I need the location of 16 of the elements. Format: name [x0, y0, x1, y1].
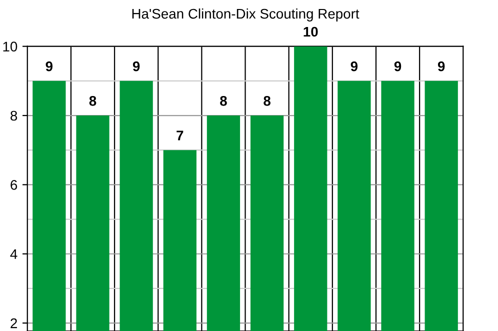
y-tick-label: 2 — [10, 318, 17, 328]
data-label: 8 — [264, 96, 270, 106]
y-tick-label: 8 — [10, 110, 18, 121]
data-label: 9 — [46, 61, 53, 72]
data-label: 8 — [220, 96, 227, 106]
y-tick-label: 4 — [10, 249, 18, 259]
data-label: 9 — [350, 61, 358, 72]
y-tick-label: 10 — [3, 42, 18, 52]
data-label: 7 — [176, 130, 184, 140]
y-tick-label: 6 — [10, 180, 18, 190]
data-label: 10 — [304, 26, 318, 37]
chart-title: Ha'Sean Clinton-Dix Scouting Report — [132, 8, 360, 22]
data-label: 8 — [89, 96, 96, 106]
data-label: 9 — [132, 61, 140, 72]
data-label: 9 — [438, 61, 445, 72]
data-label: 9 — [394, 61, 402, 72]
